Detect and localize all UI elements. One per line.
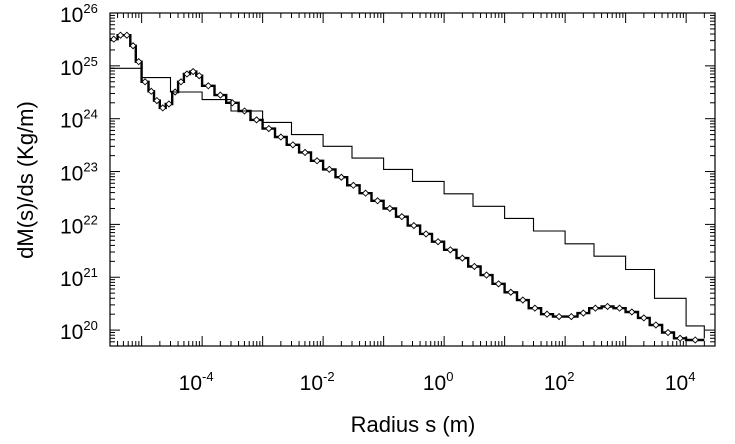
diamond-marker: [123, 31, 131, 39]
diamond-marker: [422, 230, 430, 238]
y-axis-title: dM(s)/ds (Kg/m): [13, 101, 38, 259]
diamond-marker: [277, 133, 285, 141]
diamond-marker: [337, 173, 345, 181]
diamond-marker: [494, 280, 503, 288]
diamond-marker: [567, 312, 575, 321]
diamond-marker: [676, 334, 684, 342]
y-tick-label: 1021: [60, 265, 98, 291]
diamond-marker: [458, 254, 466, 262]
diamond-marker: [664, 328, 672, 337]
series-group: [110, 31, 705, 344]
diamond-marker: [531, 304, 539, 312]
diamond-marker: [615, 304, 624, 312]
diamond-marker: [434, 238, 442, 246]
diamond-marker: [470, 262, 479, 271]
diamond-marker: [129, 42, 137, 50]
x-tick-label: 104: [665, 369, 696, 395]
diamond-marker: [398, 213, 406, 221]
x-tick-label: 100: [423, 369, 454, 395]
diamond-marker: [195, 72, 203, 80]
series-thick-line: [110, 34, 705, 342]
diamond-marker: [159, 104, 167, 112]
y-tick-label: 1020: [60, 318, 98, 344]
diamond-marker: [386, 204, 394, 213]
diamond-marker: [252, 116, 261, 124]
diamond-marker: [555, 312, 563, 321]
diamond-marker: [183, 70, 191, 78]
x-tick-label: 102: [544, 369, 575, 395]
diamond-marker: [228, 99, 237, 107]
y-tick-label: 1022: [60, 212, 98, 238]
axis-ticks: 10-4 10-2 100 102 104 1020 1021 1022 1023 1024 102…: [60, 1, 716, 395]
diamond-marker: [110, 35, 118, 43]
series-thin-line: [110, 67, 705, 339]
x-tick-label: 10-4: [179, 369, 214, 395]
diamond-marker: [579, 309, 587, 317]
diamond-marker: [265, 124, 273, 133]
diamond-marker: [153, 96, 161, 105]
y-tick-label: 1026: [60, 1, 98, 27]
diamond-marker: [349, 181, 358, 189]
diamond-marker: [507, 288, 515, 296]
diamond-marker: [135, 58, 143, 66]
diamond-marker: [116, 31, 125, 39]
y-tick-label: 1024: [60, 107, 98, 133]
diamond-marker: [591, 304, 600, 312]
diamond-marker: [301, 148, 309, 157]
diamond-marker: [603, 302, 612, 311]
diamond-marker: [141, 78, 149, 86]
diamond-marker: [519, 296, 527, 304]
diamond-marker: [204, 82, 212, 90]
y-tick-label: 1025: [60, 54, 98, 80]
diamond-marker: [165, 100, 173, 108]
diamond-marker: [147, 87, 155, 95]
diamond-marker: [543, 310, 551, 318]
diamond-marker: [189, 67, 197, 76]
diamond-marker: [177, 78, 185, 86]
diamond-marker: [640, 314, 648, 322]
diamond-marker: [289, 141, 297, 149]
x-axis-title: Radius s (m): [351, 412, 476, 437]
diamond-marker: [691, 336, 699, 344]
diamond-marker: [373, 197, 382, 205]
diamond-marker: [482, 271, 491, 279]
diamond-marker: [216, 91, 224, 99]
diamond-marker: [628, 308, 636, 316]
diamond-marker: [313, 157, 321, 165]
x-tick-label: 10-2: [300, 369, 335, 395]
y-tick-label: 1023: [60, 160, 98, 186]
diamond-marker: [325, 165, 333, 173]
diamond-marker: [361, 189, 370, 197]
diamond-marker: [410, 221, 418, 230]
diamond-marker: [446, 246, 454, 254]
diamond-marker: [652, 321, 660, 329]
